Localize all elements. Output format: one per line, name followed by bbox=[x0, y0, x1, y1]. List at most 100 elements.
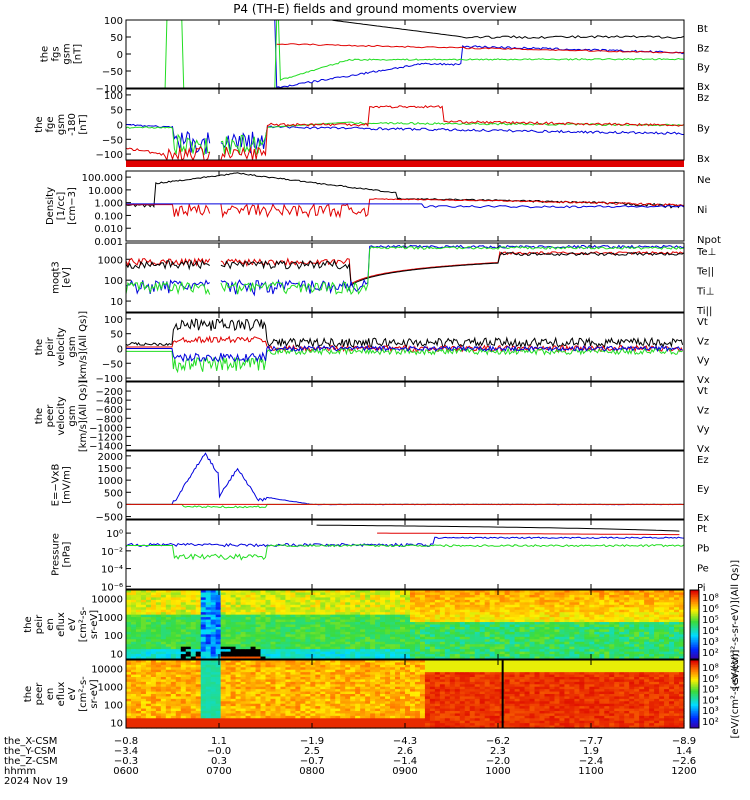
y-label-line: sr-eV] bbox=[89, 679, 100, 708]
legend-bt: Bt bbox=[697, 24, 708, 35]
legend-ex: Ex bbox=[697, 513, 709, 524]
series-line-vt bbox=[125, 318, 684, 349]
xaxis-row-label: the_Z-CSM bbox=[4, 756, 58, 767]
y-axis-label: the fge gsm -180 [nT] bbox=[34, 113, 89, 136]
x-tick-label: 1.4 bbox=[676, 746, 692, 757]
y-tick-label: −50 bbox=[102, 67, 123, 78]
series-line-ne bbox=[220, 198, 685, 219]
y-label-line: the bbox=[40, 46, 51, 62]
y-tick-label: 0 bbox=[117, 500, 123, 511]
y-tick-label: −50 bbox=[102, 135, 123, 146]
y-label-line: [nT] bbox=[78, 114, 89, 134]
y-label-line: the bbox=[23, 616, 34, 632]
series-line-ti-par bbox=[125, 281, 211, 296]
y-label-line: en bbox=[45, 688, 56, 701]
series-line-ti-par bbox=[220, 245, 685, 296]
legend-ey: Ey bbox=[697, 484, 709, 495]
x-tick-label: 0.3 bbox=[211, 756, 227, 767]
colorbar-tick: 10⁵ bbox=[702, 685, 719, 696]
y-label-line: gsm bbox=[67, 405, 78, 426]
series-line-bz2 bbox=[220, 104, 685, 161]
y-label-line: eflux bbox=[56, 682, 67, 707]
y-label-line: sr-eV] bbox=[89, 610, 100, 639]
y-label-line: velocity bbox=[56, 396, 67, 435]
series-line-pi bbox=[125, 536, 685, 548]
y-label-line: the bbox=[34, 116, 45, 132]
y-label-line: [cm²-s- bbox=[78, 606, 89, 642]
legend-vx: Vx bbox=[697, 444, 710, 455]
series-line-vy bbox=[126, 347, 683, 374]
legend-te||: Te|| bbox=[696, 267, 714, 278]
y-label-line: the bbox=[34, 408, 45, 424]
y-label-line: fgs bbox=[51, 46, 62, 61]
y-label-line: peir bbox=[34, 614, 45, 634]
panel-10: the peer en eflux eV [cm²-s-sr-eV] bbox=[23, 668, 131, 724]
x-tick-label: −3.4 bbox=[114, 746, 138, 757]
x-tick-label: 0600 bbox=[113, 766, 138, 777]
y-tick-label: 100.000 bbox=[82, 173, 123, 184]
x-tick-label: 2.3 bbox=[490, 746, 506, 757]
legend-by: By bbox=[697, 63, 710, 74]
x-tick-label: −1.4 bbox=[393, 756, 417, 767]
y-tick-label: 1000 bbox=[98, 613, 123, 624]
y-label-line: fge bbox=[45, 116, 56, 132]
y-label-line: eV bbox=[67, 687, 78, 700]
y-tick-label: −800 bbox=[96, 414, 123, 425]
colorbar-tick: 10⁴ bbox=[702, 626, 719, 637]
legend-vy: Vy bbox=[697, 425, 710, 436]
legend-by: By bbox=[697, 124, 710, 135]
y-label-line: velocity bbox=[56, 327, 67, 366]
legend-pe: Pe bbox=[697, 563, 709, 574]
series-line-npot bbox=[126, 203, 685, 209]
y-axis-label: the peer velocity gsm [km/s](All Qs)] bbox=[34, 380, 89, 452]
y-tick-label: 100 bbox=[104, 631, 123, 642]
colorbar-label: [eV/(cm²-s-sr-eV)](All Qs)] bbox=[730, 560, 741, 689]
x-tick-label: 0900 bbox=[392, 766, 417, 777]
x-tick-label: −7.7 bbox=[579, 736, 603, 747]
series-line-pb bbox=[377, 532, 680, 536]
y-label-line: the bbox=[23, 686, 34, 702]
y-label-line: Pressure bbox=[51, 533, 62, 576]
legend-te⊥: Te⊥ bbox=[696, 247, 716, 258]
panel-2: the fge gsm -180 [nT] bbox=[34, 94, 131, 155]
y-tick-label: 0 bbox=[117, 344, 123, 355]
y-axis-label: Density [1/cc] [cm−3] bbox=[45, 187, 78, 225]
x-tick-label: 1.9 bbox=[583, 746, 599, 757]
y-axis-label: the peir en eflux eV [cm²-s-sr-eV] bbox=[23, 606, 100, 642]
y-axis-label: moqt3 [eV] bbox=[51, 261, 73, 294]
panel-frame bbox=[125, 589, 685, 660]
y-label-line: Density bbox=[45, 187, 56, 225]
panel-3: Density [1/cc] [cm−3] bbox=[45, 176, 131, 242]
x-tick-label: 1.1 bbox=[211, 736, 227, 747]
legend-pt: Pt bbox=[697, 524, 707, 535]
x-tick-label: −8.9 bbox=[672, 736, 696, 747]
panel-frame bbox=[125, 312, 685, 382]
y-label-line: gsm bbox=[56, 114, 67, 135]
y-tick-label: 10 bbox=[110, 650, 123, 661]
y-label-line: moqt3 bbox=[51, 261, 62, 294]
x-tick-label: −2.6 bbox=[672, 756, 696, 767]
x-tick-label: 1000 bbox=[485, 766, 510, 777]
y-label-line: [eV] bbox=[62, 267, 73, 288]
y-tick-label: 10.000 bbox=[88, 186, 123, 197]
legend-vz: Vz bbox=[697, 405, 709, 416]
y-label-line: -180 bbox=[67, 113, 78, 136]
legend-ez: Ez bbox=[697, 455, 709, 466]
y-tick-label: −100 bbox=[96, 84, 123, 95]
x-tick-label: 1100 bbox=[578, 766, 603, 777]
y-label-line: [km/s](All Qs)] bbox=[78, 311, 89, 383]
legend-vt: Vt bbox=[697, 317, 708, 328]
y-tick-label: 10⁻² bbox=[101, 547, 123, 558]
y-tick-label: 0.001 bbox=[94, 237, 123, 248]
y-tick-label: 10000 bbox=[91, 595, 123, 606]
colorbar-tick: 10³ bbox=[702, 706, 719, 717]
series-line-bz2 bbox=[125, 146, 211, 162]
y-label-line: eV bbox=[67, 618, 78, 631]
y-tick-label: 2000 bbox=[98, 452, 123, 463]
legend-npot: Npot bbox=[697, 235, 721, 246]
panel-frame bbox=[125, 519, 685, 590]
y-tick-label: −200 bbox=[96, 387, 123, 398]
panel-frame bbox=[125, 450, 685, 520]
x-tick-label: −0.3 bbox=[114, 756, 138, 767]
